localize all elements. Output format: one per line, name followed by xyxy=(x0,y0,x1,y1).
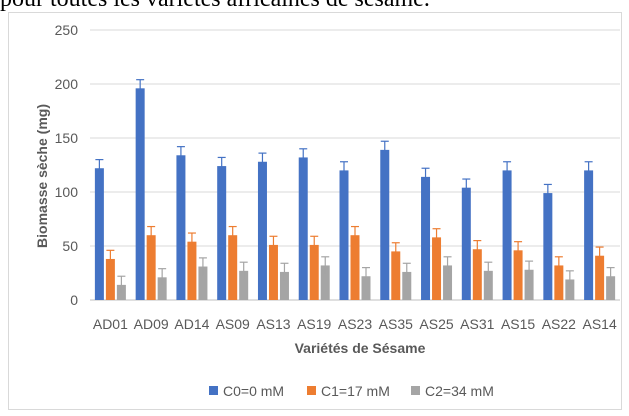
bar-as15-series-2 xyxy=(513,250,523,300)
bar-as15-series-1 xyxy=(502,170,512,300)
bar-as25-series-3 xyxy=(443,265,453,300)
bar-as23-series-3 xyxy=(361,276,371,300)
x-tick-labels: AD01 AD09 AD14 AS09 AS13 AS19 AS23 AS35 AS25 AS31… xyxy=(93,316,617,332)
bar-as13-series-2 xyxy=(268,244,278,300)
bar-as22-series-2 xyxy=(554,265,564,300)
legend-label: C0=0 mM xyxy=(223,383,284,399)
bar-ad14-series-3 xyxy=(198,266,208,300)
y-tick-label: 0 xyxy=(70,292,78,308)
bar-ad09-series-3 xyxy=(157,277,167,300)
bar-ad09-series-2 xyxy=(146,235,156,300)
bar-as31-series-3 xyxy=(483,270,493,300)
bar-as09-series-1 xyxy=(217,166,227,300)
y-tick-label: 150 xyxy=(55,130,79,146)
bar-as09-series-3 xyxy=(239,270,249,300)
x-tick-label: AD09 xyxy=(134,316,169,332)
legend-label: C1=17 mM xyxy=(321,383,390,399)
legend-swatch xyxy=(307,386,316,395)
bar-as22-series-1 xyxy=(543,193,553,300)
bar-ad01-series-1 xyxy=(94,168,104,300)
bar-as23-series-1 xyxy=(339,170,349,300)
bar-as19-series-1 xyxy=(298,157,308,300)
y-tick-label: 100 xyxy=(55,184,79,200)
bar-as15-series-3 xyxy=(524,269,534,300)
bar-as25-series-1 xyxy=(421,176,431,300)
y-axis-title: Biomasse sèche (mg) xyxy=(34,104,50,248)
y-tick-labels: 0 50 100 150 200 250 xyxy=(55,22,79,308)
bar-as14-series-2 xyxy=(595,255,605,300)
bar-ad14-series-1 xyxy=(176,155,186,300)
x-tick-label: AS14 xyxy=(582,316,616,332)
x-tick-label: AS23 xyxy=(338,316,372,332)
bar-as13-series-1 xyxy=(257,161,267,300)
y-tick-label: 50 xyxy=(62,238,78,254)
bar-as31-series-1 xyxy=(461,187,471,300)
x-tick-label: AD01 xyxy=(93,316,128,332)
x-tick-label: AS09 xyxy=(216,316,250,332)
bar-as14-series-1 xyxy=(584,170,594,300)
x-tick-label: AS15 xyxy=(501,316,535,332)
bars xyxy=(94,88,616,300)
bar-as25-series-2 xyxy=(432,237,442,300)
bar-as35-series-2 xyxy=(391,251,401,300)
bar-as35-series-1 xyxy=(380,149,390,300)
x-tick-label: AS22 xyxy=(542,316,576,332)
x-axis-title: Variétés de Sésame xyxy=(295,340,426,356)
bar-as19-series-3 xyxy=(320,265,330,300)
legend: C0=0 mM C1=17 mM C2=34 mM xyxy=(209,383,494,399)
caption-text: pour toutes les variétés africaines de s… xyxy=(0,0,629,13)
error-bars xyxy=(95,79,615,294)
x-tick-label: AS35 xyxy=(379,316,413,332)
x-tick-label: AS25 xyxy=(419,316,453,332)
x-tick-label: AS19 xyxy=(297,316,331,332)
y-tick-label: 200 xyxy=(55,76,79,92)
legend-swatch xyxy=(209,386,218,395)
bar-as09-series-2 xyxy=(228,235,238,300)
bar-ad01-series-2 xyxy=(105,258,115,300)
x-tick-label: AS13 xyxy=(256,316,290,332)
bar-as31-series-2 xyxy=(472,249,482,300)
bar-as14-series-3 xyxy=(606,276,616,300)
bar-as22-series-3 xyxy=(565,279,575,300)
x-tick-label: AS31 xyxy=(460,316,494,332)
chart-frame xyxy=(8,12,622,410)
bar-as23-series-2 xyxy=(350,235,360,300)
bar-as35-series-3 xyxy=(402,271,412,300)
legend-label: C2=34 mM xyxy=(425,383,494,399)
bar-as19-series-2 xyxy=(309,244,319,300)
legend-swatch xyxy=(411,386,420,395)
y-tick-label: 250 xyxy=(55,22,79,38)
bar-ad14-series-2 xyxy=(187,241,197,300)
x-tick-label: AD14 xyxy=(174,316,209,332)
bar-as13-series-3 xyxy=(279,271,289,300)
bar-ad09-series-1 xyxy=(135,88,145,300)
